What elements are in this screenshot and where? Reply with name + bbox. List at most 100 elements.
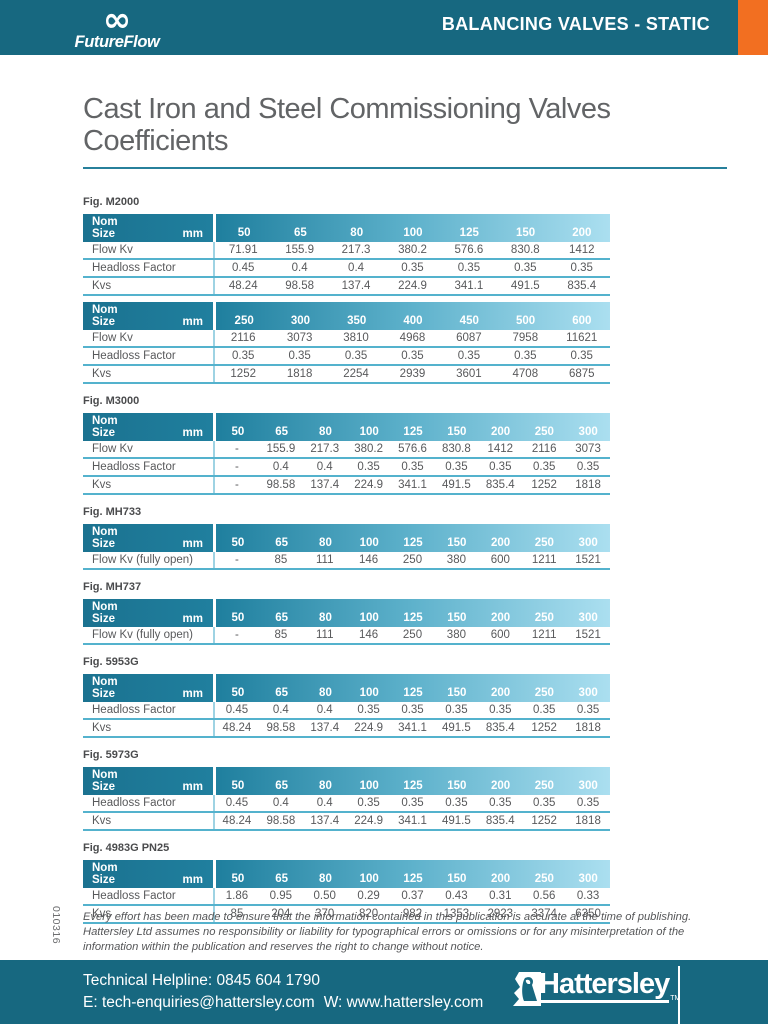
table-cell: 217.3 [310,443,340,455]
table-cell: 341.1 [398,479,427,491]
table-cell: 0.35 [401,262,424,274]
table-cell: 0.4 [272,461,289,473]
row-cells: - 155.9 217.3 380.2 576.6 830.8 1412 2116 3073 [213,441,610,457]
row-label: Headloss Factor [92,704,176,716]
row-label: Kvs [92,280,112,292]
table-cell: 491.5 [442,722,471,734]
table-cell: 0.95 [269,890,293,902]
column-header-cell: 100 [359,426,379,438]
table-row: Headloss Factor 1.86 0.95 0.50 0.29 0.37 0.43 0… [83,888,610,906]
table-cell: 0.4 [316,461,333,473]
row-cells: 0.35 0.35 0.35 0.35 0.35 0.35 0.35 [213,348,610,364]
column-headers: 50 65 80 100 125 150 200 250 300 [213,599,610,627]
row-cells: 1252 1818 2254 2939 3601 4708 6875 [213,366,610,382]
table-cell: 0.29 [357,890,380,902]
helpline-text: Technical Helpline: 0845 604 1790 [83,972,320,989]
table-cell: 820 [359,908,379,920]
column-header-cell: 100 [359,687,379,699]
header-banner: ∞ FutureFlow BALANCING VALVES - STATIC [0,0,768,55]
table-row: Flow Kv 2116 3073 3810 4968 6087 7958 11621 [83,330,610,348]
hattersley-bird-icon [512,971,542,1012]
column-header-cell: 200 [490,612,511,624]
row-label: Headloss Factor [92,350,176,362]
table-cell: 0.35 [445,461,468,473]
column-header-cell: 200 [572,227,592,239]
table-cell: 0.35 [288,350,311,362]
column-header-cell: 65 [275,612,289,624]
table-cell: 0.35 [489,704,512,716]
column-header-cell: 50 [231,780,245,792]
column-header-cell: 65 [275,537,289,549]
valve-table: Nom Size mm 50 65 80 100 125 150 200 250 300 Flow Kv… [83,413,610,495]
column-headers: 50 65 80 100 125 150 200 250 300 [213,860,610,888]
column-header-cell: 150 [447,537,467,549]
table-cell: 2116 [531,443,557,455]
column-header-cell: 50 [231,687,245,699]
row-label: Kvs [92,479,112,491]
table-cell: 250 [402,629,423,641]
valve-table: Nom Size mm 50 65 80 100 125 150 200 250 300 Headlos… [83,860,610,924]
column-header-cell: 50 [231,537,245,549]
table-cell: 155.9 [266,443,296,455]
size-label: Size [92,538,116,550]
disclaimer-text: Every effort has been made to ensure tha… [83,911,692,953]
table-cell: 1.86 [225,890,249,902]
fig-label: Fig. 5973G [83,749,139,761]
table-cell: - [235,629,239,641]
orange-accent-tab [738,0,768,55]
table-cell: 835.4 [485,722,515,734]
footer-bar: Technical Helpline: 0845 604 1790 E: tec… [0,960,768,1024]
table-cell: 0.35 [532,797,556,809]
table-cell: 0.35 [576,797,600,809]
fig-label: Fig. M3000 [83,395,140,407]
table-cell: 0.35 [445,797,468,809]
column-header-cell: 100 [359,612,379,624]
table-cell: 0.37 [401,890,424,902]
column-header-cell: 600 [572,315,592,327]
table-cell: 380 [446,629,466,641]
mm-unit-label: mm [182,538,203,550]
valve-table: Nom Size mm 50 65 80 100 125 150 200 250 300 Flow Kv… [83,599,610,645]
mm-unit-label: mm [182,688,203,700]
column-header-cell: 125 [459,227,479,239]
size-mm-label: Size mm [92,427,203,439]
column-header-cell: 150 [447,687,467,699]
table-header-row: Nom Size mm 50 65 80 100 125 150 200 250 300 [83,767,610,795]
table-cell: 0.35 [576,704,600,716]
table-cell: 3073 [575,443,601,455]
size-label: Size [92,874,116,886]
table-cell: 0.4 [316,797,333,809]
size-mm-label: Size mm [92,538,203,550]
row-label: Flow Kv [92,332,133,344]
hattersley-logo-text: Hattersley [539,969,670,1003]
column-header-cell: 50 [237,227,251,239]
column-header-cell: 300 [578,873,598,885]
fig-section: Fig. MH737 Nom Size mm 50 65 80 100 125 150 200 250… [83,581,727,645]
fig-section: Fig. 5953G Nom Size mm 50 65 80 100 125 150 200 250… [83,656,727,738]
column-headers: 50 65 80 100 125 150 200 [213,214,610,242]
table-cell: 204 [271,908,291,920]
table-cell: 491.5 [510,280,540,292]
size-mm-label: Size mm [92,613,203,625]
table-cell: 137.4 [310,479,340,491]
column-header-cell: 100 [403,227,423,239]
column-header-cell: 500 [515,315,536,327]
tables-container: Fig. M2000 Nom Size mm 50 65 80 100 125 150 200 Flo… [83,196,727,924]
valve-table: Nom Size mm 50 65 80 100 125 150 200 250 300 Headlos… [83,674,610,738]
table-cell: 137.4 [310,722,340,734]
table-row: Flow Kv (fully open) - 85 111 146 250 380 600 12… [83,627,610,645]
table-row: Kvs 48.24 98.58 137.4 224.9 341.1 491.5 835.4 [83,278,610,296]
table-row: Flow Kv 71.91 155.9 217.3 380.2 576.6 830.8 141… [83,242,610,260]
fig-label: Fig. MH733 [83,506,142,518]
fig-section: Fig. MH733 Nom Size mm 50 65 80 100 125 150 200 250… [83,506,727,570]
table-cell: 982 [402,908,423,920]
size-label: Size [92,688,116,700]
row-cells: 0.45 0.4 0.4 0.35 0.35 0.35 0.35 0.35 0.35 [213,702,610,718]
nom-label: Nom [92,415,118,427]
table-cell: 380.2 [398,244,427,256]
table-cell: 0.35 [401,704,424,716]
column-header-cell: 250 [534,873,554,885]
email-text: E: tech-enquiries@hattersley.com [83,993,315,1011]
table-cell: 1521 [575,629,601,641]
